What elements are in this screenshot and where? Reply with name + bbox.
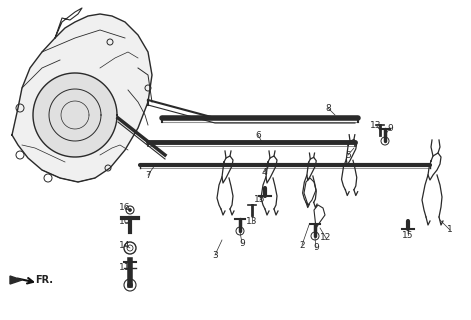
Text: 14: 14 [119, 241, 130, 250]
Polygon shape [10, 276, 22, 284]
Text: 1: 1 [447, 226, 453, 235]
Polygon shape [33, 73, 117, 157]
Text: 10: 10 [119, 218, 131, 227]
Text: 13: 13 [246, 218, 258, 227]
Text: 15: 15 [254, 196, 266, 204]
Circle shape [129, 209, 131, 212]
Text: 6: 6 [255, 131, 261, 140]
Text: 7: 7 [145, 171, 151, 180]
Text: 15: 15 [402, 230, 414, 239]
Text: 9: 9 [387, 124, 393, 132]
Polygon shape [12, 14, 152, 182]
Text: FR.: FR. [35, 275, 53, 285]
Text: 2: 2 [299, 241, 305, 250]
Circle shape [128, 283, 132, 287]
Text: 4: 4 [261, 167, 267, 177]
Text: 12: 12 [320, 234, 332, 243]
Text: 8: 8 [325, 103, 331, 113]
Text: 9: 9 [239, 238, 245, 247]
Text: 16: 16 [119, 204, 131, 212]
Text: 11: 11 [119, 263, 131, 273]
Text: 5: 5 [345, 150, 351, 159]
Text: 13: 13 [370, 121, 382, 130]
Text: 9: 9 [313, 244, 319, 252]
Text: 3: 3 [212, 251, 218, 260]
